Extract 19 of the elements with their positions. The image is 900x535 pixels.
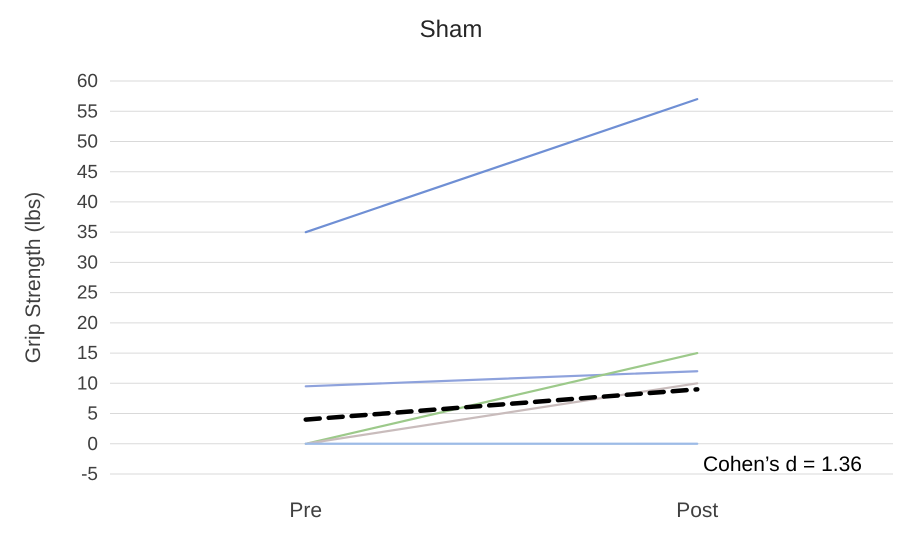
y-tick-label: 35: [76, 222, 98, 244]
y-tick-label: 25: [76, 282, 98, 304]
y-tick-label: 50: [76, 132, 98, 153]
chart-title: Sham: [420, 16, 482, 43]
x-tick-label: Pre: [289, 498, 322, 522]
annotation: Cohen’s d = 1.36: [703, 452, 862, 476]
y-tick-label: 0: [87, 434, 98, 455]
y-tick-label: 10: [76, 373, 98, 394]
y-tick-label: 15: [76, 343, 98, 364]
y-tick-label: -5: [81, 464, 98, 486]
y-tick-label: 40: [76, 192, 98, 214]
x-tick-label: Post: [676, 498, 718, 522]
y-tick-label: 60: [76, 71, 98, 92]
y-tick-label: 20: [76, 312, 98, 334]
y-tick-label: 5: [87, 404, 98, 425]
y-tick-label: 30: [76, 252, 98, 274]
y-tick-label: 45: [76, 162, 98, 183]
y-tick-label: 55: [76, 101, 98, 122]
y-axis-title: Grip Strength (lbs): [22, 192, 45, 364]
